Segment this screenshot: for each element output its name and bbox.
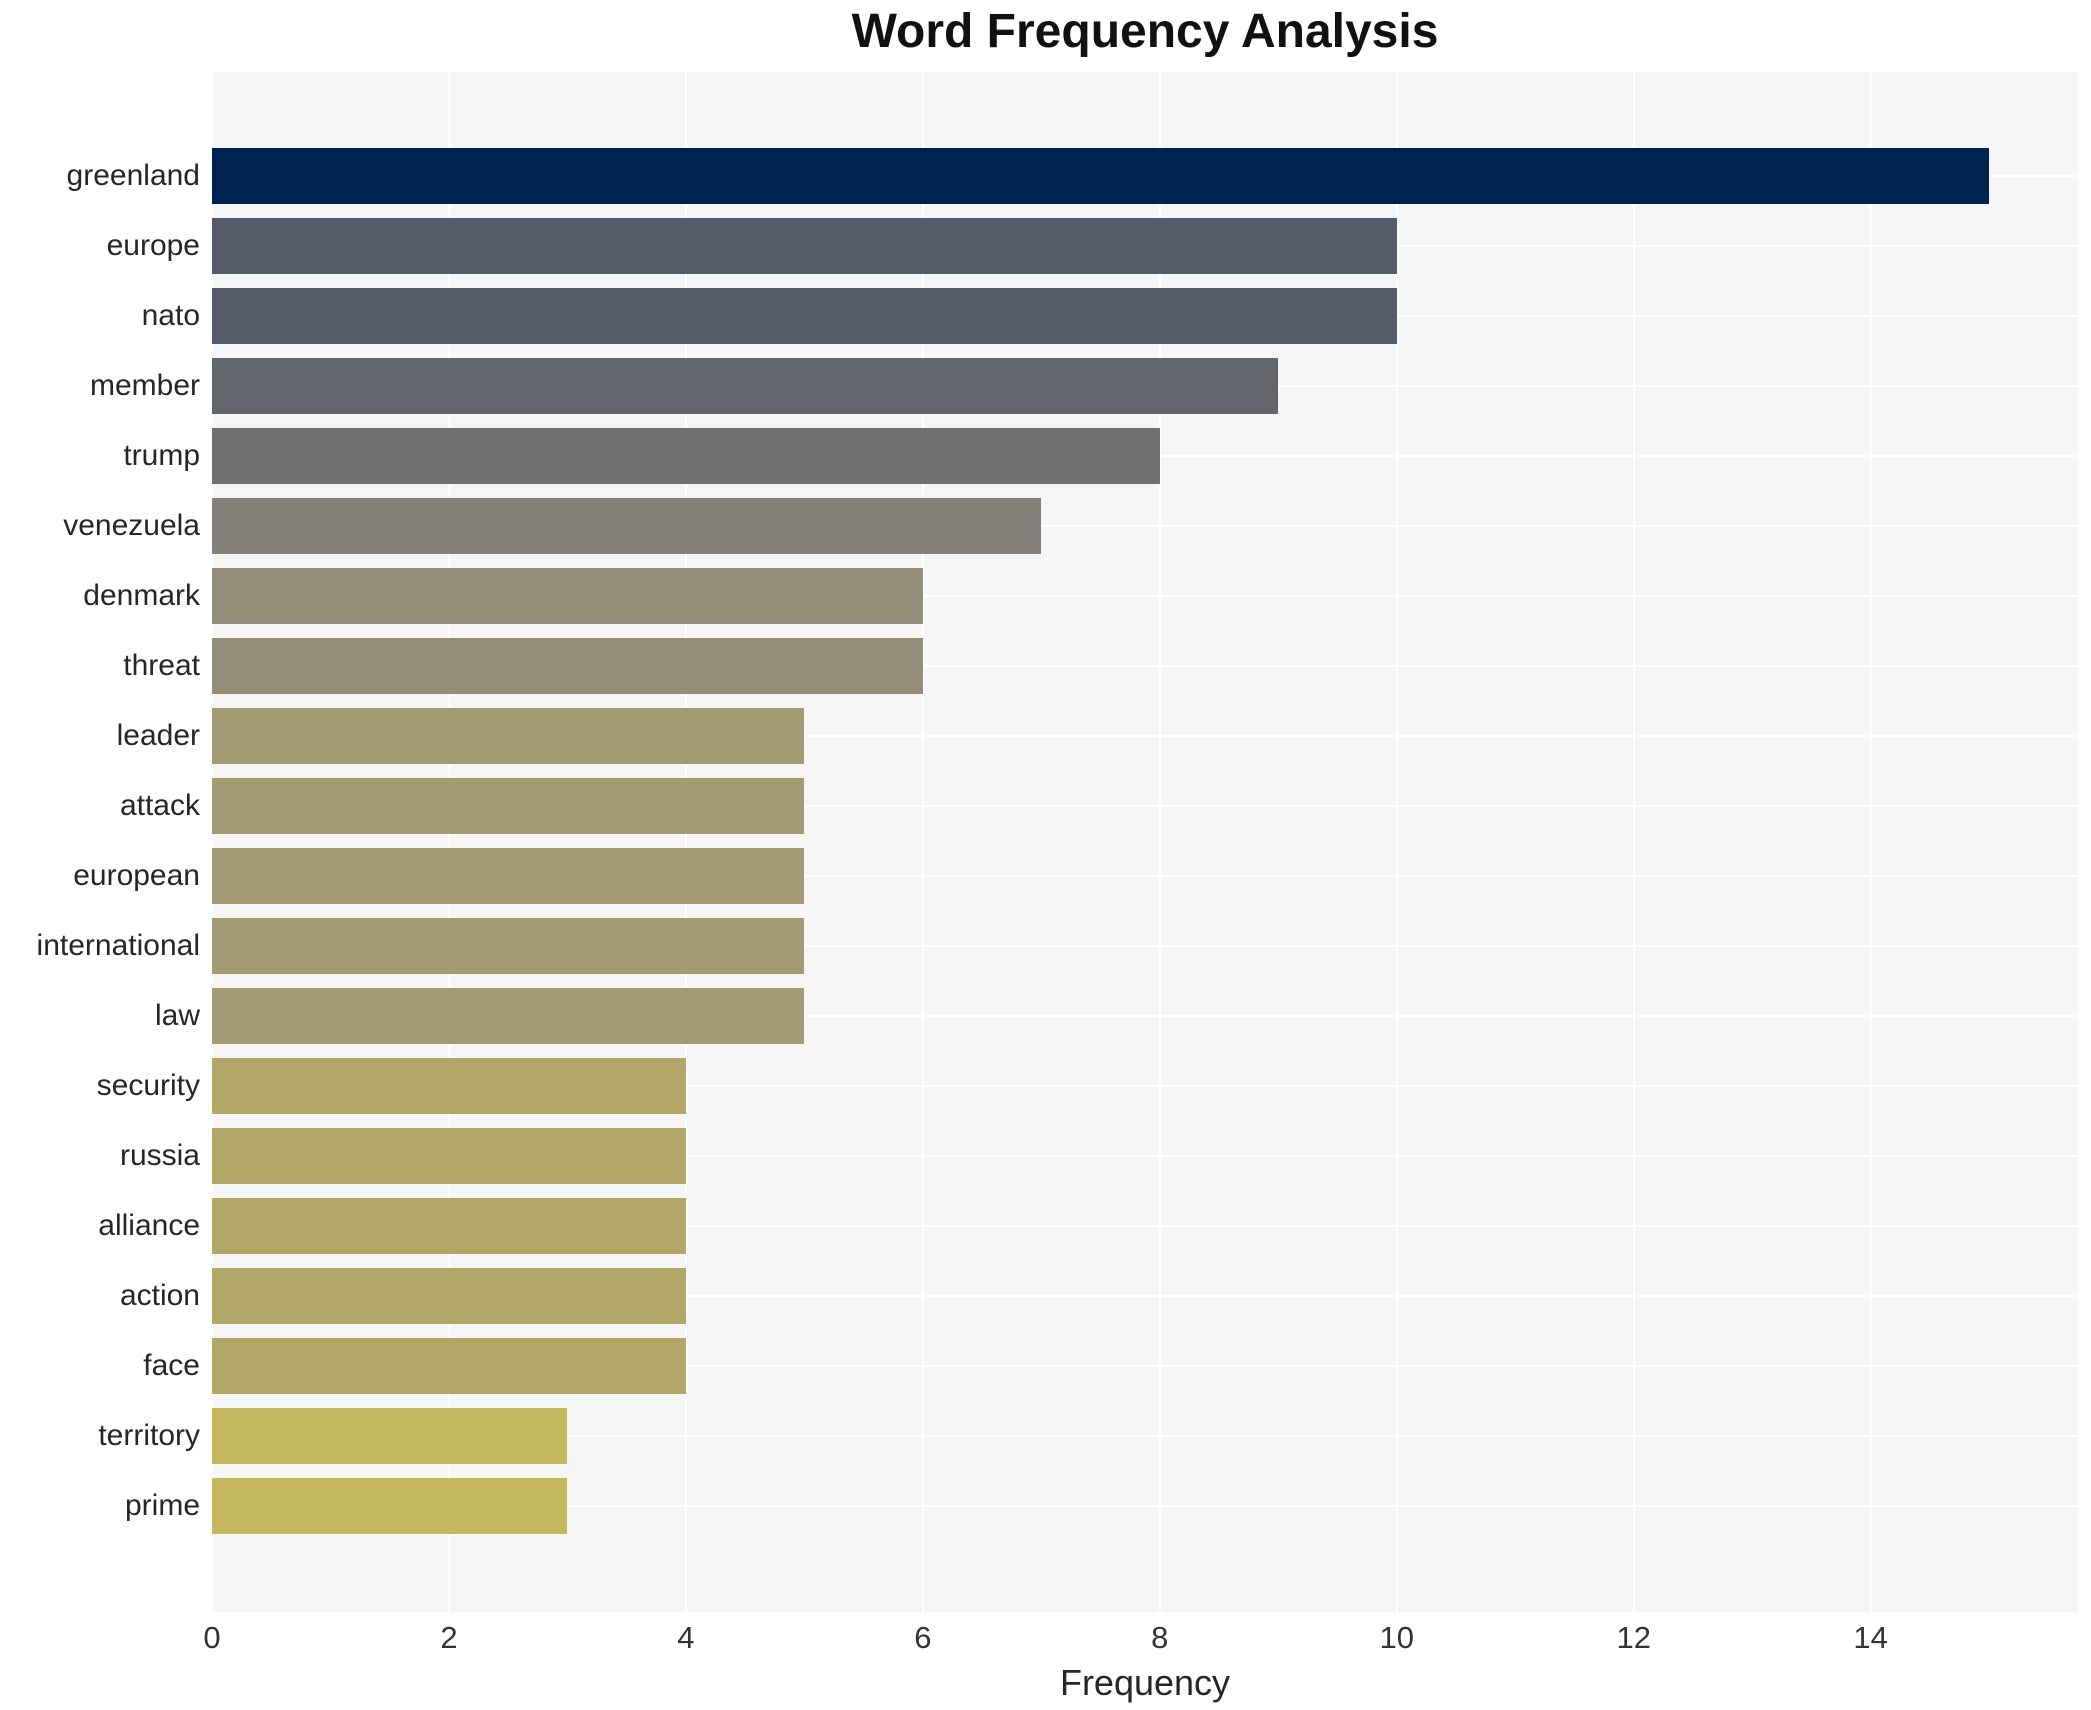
- category-label-member: member: [89, 369, 200, 402]
- vertical-gridline: [1395, 72, 1398, 1612]
- horizontal-gridline: [212, 525, 2078, 527]
- bar-prime: [212, 1478, 568, 1534]
- bar-europe: [212, 218, 1397, 274]
- bar-denmark: [212, 568, 923, 624]
- horizontal-gridline: [212, 1015, 2078, 1017]
- bar-trump: [212, 428, 1160, 484]
- x-tick-10: 10: [1379, 1620, 1414, 1655]
- vertical-gridline: [211, 72, 213, 1612]
- category-label-denmark: denmark: [83, 579, 200, 612]
- horizontal-gridline: [212, 1365, 2078, 1367]
- category-label-greenland: greenland: [66, 159, 200, 192]
- category-label-alliance: alliance: [98, 1209, 200, 1242]
- x-tick-2: 2: [440, 1620, 458, 1655]
- category-label-european: european: [73, 859, 200, 892]
- bar-security: [212, 1058, 686, 1114]
- horizontal-gridline: [212, 875, 2078, 877]
- category-label-prime: prime: [124, 1489, 200, 1522]
- horizontal-gridline: [212, 735, 2078, 737]
- horizontal-gridline: [212, 805, 2078, 807]
- vertical-gridline: [447, 72, 450, 1612]
- bar-international: [212, 918, 805, 974]
- category-label-international: international: [36, 929, 200, 962]
- bar-greenland: [212, 148, 1990, 204]
- plot-area: [211, 72, 2078, 1612]
- horizontal-gridline: [212, 1155, 2078, 1157]
- category-label-russia: russia: [119, 1139, 200, 1172]
- x-axis-ticks: 0 2 4 6 8 10 12 14: [203, 1620, 2078, 1664]
- vertical-gridline: [921, 72, 924, 1612]
- x-tick-14: 14: [1853, 1620, 1888, 1655]
- horizontal-gridline: [212, 1505, 2078, 1507]
- horizontal-gridline: [212, 595, 2078, 597]
- category-label-attack: attack: [119, 789, 200, 822]
- category-label-face: face: [143, 1349, 200, 1382]
- horizontal-gridline: [212, 945, 2078, 947]
- horizontal-gridline: [212, 1295, 2078, 1297]
- category-label-action: action: [119, 1279, 200, 1312]
- bar-face: [212, 1338, 686, 1394]
- bar-leader: [212, 708, 805, 764]
- x-tick-6: 6: [914, 1620, 932, 1655]
- vertical-gridline: [1869, 72, 1872, 1612]
- category-label-territory: territory: [98, 1419, 200, 1452]
- bar-member: [212, 358, 1279, 414]
- category-label-security: security: [96, 1069, 200, 1102]
- bar-russia: [212, 1128, 686, 1184]
- x-axis-title: Frequency: [1059, 1662, 1231, 1703]
- x-tick-4: 4: [677, 1620, 695, 1655]
- bar-attack: [212, 778, 805, 834]
- category-label-venezuela: venezuela: [63, 509, 200, 542]
- horizontal-gridline: [212, 1435, 2078, 1437]
- bar-threat: [212, 638, 923, 694]
- chart-title: Word Frequency Analysis: [851, 5, 1439, 58]
- category-label-leader: leader: [116, 719, 200, 752]
- vertical-gridline: [684, 72, 687, 1612]
- category-label-law: law: [154, 999, 200, 1032]
- vertical-gridline: [1632, 72, 1635, 1612]
- x-tick-12: 12: [1616, 1620, 1651, 1655]
- x-tick-0: 0: [203, 1620, 221, 1655]
- horizontal-gridline: [212, 1225, 2078, 1227]
- bar-nato: [212, 288, 1397, 344]
- vertical-gridline: [1158, 72, 1161, 1612]
- x-tick-8: 8: [1151, 1620, 1169, 1655]
- category-label-trump: trump: [123, 439, 200, 472]
- bar-alliance: [212, 1198, 686, 1254]
- y-axis-labels: greenland europe nato member trump venezuela d…: [0, 72, 200, 1612]
- bar-law: [212, 988, 805, 1044]
- bar-territory: [212, 1408, 568, 1464]
- horizontal-gridline: [212, 665, 2078, 667]
- category-label-threat: threat: [123, 649, 200, 682]
- horizontal-gridline: [212, 1085, 2078, 1087]
- bar-action: [212, 1268, 686, 1324]
- category-label-europe: europe: [106, 229, 200, 262]
- bar-european: [212, 848, 805, 904]
- category-label-nato: nato: [141, 299, 200, 332]
- bar-venezuela: [212, 498, 1042, 554]
